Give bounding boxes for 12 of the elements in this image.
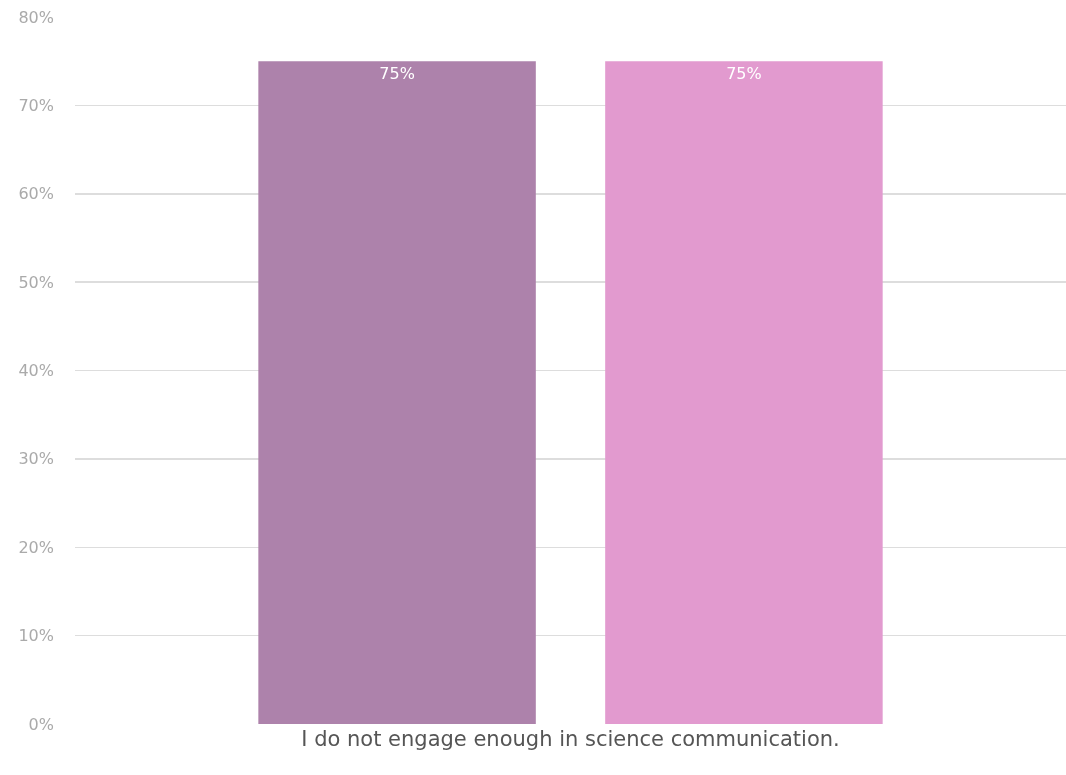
x-tick-label: I do not engage enough in science communication.: [301, 727, 840, 751]
y-tick-label: 70%: [18, 95, 54, 115]
y-tick-label: 30%: [18, 449, 54, 469]
y-tick-label: 60%: [18, 184, 54, 204]
y-tick-label: 50%: [18, 272, 54, 292]
y-tick-label: 0%: [28, 714, 54, 734]
y-tick-label: 80%: [18, 7, 54, 27]
y-tick-label: 10%: [18, 626, 54, 646]
data-label: 75%: [726, 64, 762, 84]
y-tick-label: 40%: [18, 361, 54, 381]
y-tick-label: 20%: [18, 537, 54, 557]
data-label: 75%: [379, 64, 415, 84]
